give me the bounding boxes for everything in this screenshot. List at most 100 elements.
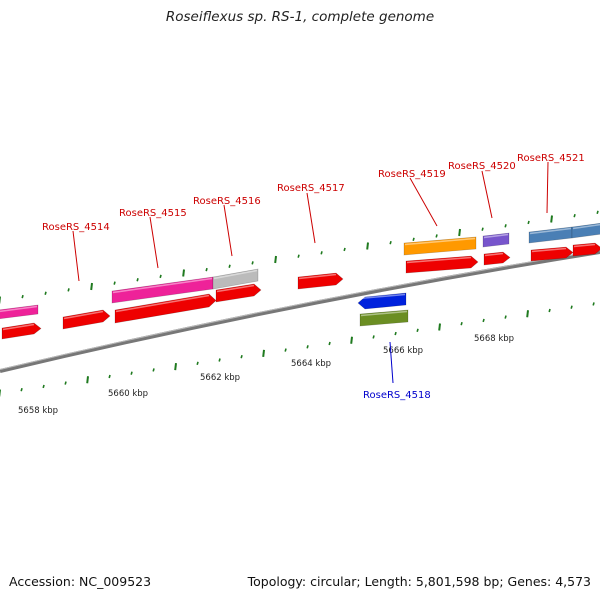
cog-band-4519-shine bbox=[404, 237, 476, 246]
major-tick bbox=[90, 282, 93, 291]
leader-line bbox=[409, 177, 438, 227]
leader-line bbox=[546, 161, 549, 214]
gene-label[interactable]: RoseRS_4519 bbox=[378, 169, 446, 180]
cds-4519[interactable] bbox=[405, 255, 479, 274]
minor-tick bbox=[130, 371, 133, 375]
major-tick bbox=[366, 242, 369, 250]
cds-4519-shine bbox=[406, 256, 472, 264]
minor-tick bbox=[44, 291, 47, 295]
cog-band-4513-shine bbox=[0, 305, 38, 313]
leader-line bbox=[481, 170, 493, 219]
major-tick bbox=[526, 310, 529, 318]
genome-backbone bbox=[0, 250, 600, 373]
scale-labels: 5658 kbp 5660 kbp 5662 kbp 5664 kbp 5666 kbp… bbox=[18, 334, 514, 416]
minor-tick bbox=[482, 318, 485, 323]
minor-tick bbox=[416, 328, 419, 333]
minor-tick bbox=[196, 361, 199, 366]
cog-band-4521-shine bbox=[529, 227, 572, 235]
cds-4520-shine bbox=[484, 252, 504, 257]
cds-4518[interactable] bbox=[357, 292, 407, 310]
minor-tick bbox=[570, 305, 573, 309]
major-tick bbox=[86, 376, 89, 384]
label-leaders bbox=[72, 161, 549, 384]
minor-tick bbox=[284, 348, 287, 352]
cog-band-4513[interactable] bbox=[0, 304, 39, 320]
minor-tick bbox=[306, 345, 309, 349]
major-tick bbox=[350, 336, 353, 344]
gene-label[interactable]: RoseRS_4514 bbox=[42, 222, 110, 233]
minor-tick bbox=[460, 321, 463, 326]
leader-line bbox=[149, 216, 159, 269]
cog-band-4518[interactable] bbox=[359, 309, 409, 327]
cog-band-4520-shine bbox=[483, 233, 509, 239]
minor-tick bbox=[136, 278, 139, 282]
minor-tick bbox=[592, 302, 595, 306]
cds-4520[interactable] bbox=[483, 251, 511, 266]
cog-band-4522[interactable] bbox=[571, 222, 600, 239]
cds-4518-shine bbox=[358, 293, 406, 300]
gene-label[interactable]: RoseRS_4518 bbox=[363, 390, 431, 401]
minor-tick bbox=[21, 294, 24, 299]
cds-4517[interactable] bbox=[297, 272, 344, 290]
minor-tick bbox=[67, 288, 70, 292]
outer-tick-ring bbox=[0, 210, 599, 304]
minor-tick bbox=[108, 374, 111, 379]
leader-line bbox=[389, 341, 394, 384]
minor-tick bbox=[412, 237, 415, 241]
major-tick bbox=[262, 349, 265, 358]
gene-label[interactable]: RoseRS_4520 bbox=[448, 161, 516, 172]
gene-label[interactable]: RoseRS_4517 bbox=[277, 183, 345, 194]
minor-tick bbox=[42, 384, 45, 389]
minor-tick bbox=[297, 254, 300, 258]
minor-tick bbox=[320, 251, 323, 255]
cds-4522[interactable] bbox=[572, 242, 600, 257]
minor-tick bbox=[527, 220, 530, 225]
minor-tick bbox=[435, 234, 438, 238]
cds-4515[interactable] bbox=[114, 293, 217, 324]
minor-tick bbox=[152, 368, 155, 372]
cds-4515-shine bbox=[115, 294, 210, 313]
cds-4513-shine bbox=[2, 323, 35, 331]
cds-4516-shine bbox=[216, 284, 255, 293]
cog-band-4516[interactable] bbox=[212, 268, 259, 290]
minor-tick bbox=[343, 247, 346, 252]
cds-4521-shine bbox=[531, 247, 567, 253]
minor-tick bbox=[504, 315, 507, 319]
major-tick bbox=[438, 323, 441, 331]
major-tick bbox=[274, 255, 277, 264]
minor-tick bbox=[205, 267, 208, 272]
major-tick bbox=[174, 362, 177, 371]
gene-label[interactable]: RoseRS_4521 bbox=[517, 153, 585, 164]
gene-features bbox=[0, 222, 600, 340]
inner-tick-ring bbox=[0, 302, 595, 397]
scale-tick-label: 5664 kbp bbox=[291, 359, 331, 369]
cds-4513[interactable] bbox=[1, 322, 42, 340]
leader-line bbox=[72, 230, 80, 282]
minor-tick bbox=[328, 341, 331, 346]
cds-4516[interactable] bbox=[215, 283, 262, 303]
minor-tick bbox=[372, 335, 375, 339]
minor-tick bbox=[64, 381, 67, 385]
major-tick bbox=[182, 269, 185, 277]
minor-tick bbox=[159, 274, 162, 279]
cog-band-4519[interactable] bbox=[403, 236, 477, 256]
cds-4514-shine bbox=[63, 310, 104, 320]
major-tick bbox=[550, 215, 553, 223]
gene-label[interactable]: RoseRS_4515 bbox=[119, 208, 187, 219]
minor-tick bbox=[548, 308, 551, 313]
minor-tick bbox=[218, 358, 221, 362]
cog-band-4520[interactable] bbox=[482, 232, 510, 248]
cds-4514[interactable] bbox=[62, 309, 111, 330]
major-tick bbox=[458, 228, 461, 237]
cds-4521[interactable] bbox=[530, 246, 574, 262]
scale-tick-label: 5658 kbp bbox=[18, 406, 58, 416]
cog-band-4515-shine bbox=[112, 277, 213, 294]
gene-label[interactable]: RoseRS_4516 bbox=[193, 196, 261, 207]
scale-tick-label: 5668 kbp bbox=[474, 334, 514, 344]
minor-tick bbox=[228, 264, 231, 268]
genome-backbone-highlight bbox=[0, 250, 600, 370]
minor-tick bbox=[113, 281, 116, 285]
minor-tick bbox=[394, 331, 397, 336]
accession-text: Accession: NC_009523 bbox=[9, 574, 152, 589]
